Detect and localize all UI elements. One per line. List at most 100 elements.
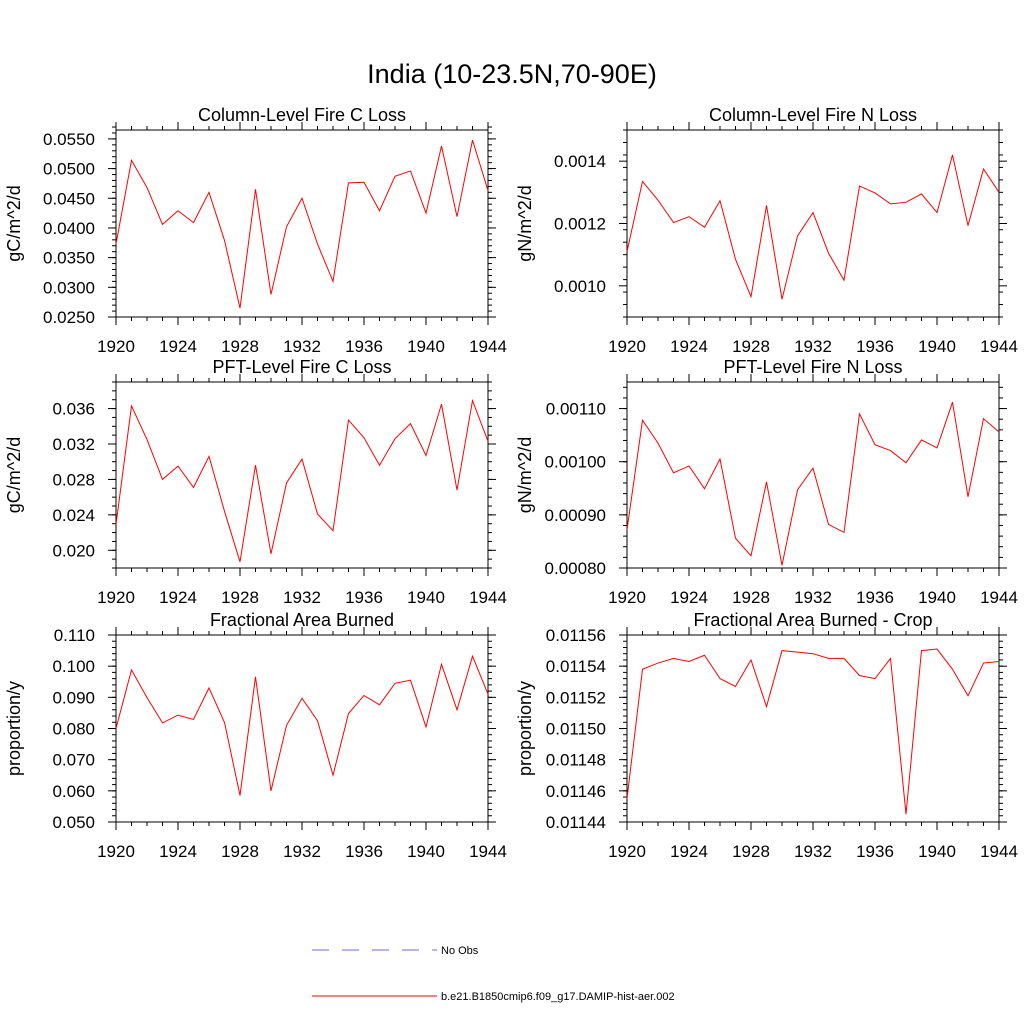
y-tick-label: 0.032 (52, 435, 95, 454)
x-tick-label: 1944 (980, 842, 1018, 861)
x-tick-label: 1936 (856, 588, 894, 607)
y-tick-label: 0.00110 (546, 400, 606, 419)
x-tick-label: 1936 (856, 337, 894, 356)
legend-entry-model-run: b.e21.B1850cmip6.f09_g17.DAMIP-hist-aer.… (312, 991, 675, 1003)
chart-panel-2: Column-Level Fire N Loss gN/m^2/d 1920 1924… (515, 105, 1018, 356)
chart-panels: Column-Level Fire C Loss gC/m^2/d 1920 1924… (4, 105, 1018, 861)
x-tick-label: 1944 (469, 842, 507, 861)
y-tick-label: 0.01144 (546, 813, 606, 832)
y-tick-label: 0.0250 (43, 308, 95, 327)
x-tick-label: 1928 (732, 588, 770, 607)
chart-panel-3: PFT-Level Fire C Loss gC/m^2/d 1920 1924 192… (4, 357, 507, 607)
series-line (115, 139, 489, 309)
y-tick-label: 0.100 (52, 657, 95, 676)
x-tick-label: 1920 (608, 588, 646, 607)
x-tick-label: 1936 (345, 842, 383, 861)
x-tick-label: 1924 (670, 842, 708, 861)
x-tick-label: 1940 (407, 588, 445, 607)
x-tick-label: 1932 (283, 842, 321, 861)
y-axis-label: proportion/y (4, 681, 24, 776)
series-line (626, 402, 1000, 566)
x-tick-label: 1936 (345, 337, 383, 356)
x-tick-label: 1932 (283, 588, 321, 607)
y-tick-label: 0.0400 (43, 219, 95, 238)
legend-label-model-run: b.e21.B1850cmip6.f09_g17.DAMIP-hist-aer.… (441, 991, 675, 1003)
x-tick-label: 1944 (469, 337, 507, 356)
x-tick-label: 1940 (407, 337, 445, 356)
x-tick-label: 1924 (670, 588, 708, 607)
y-axis-label: gC/m^2/d (4, 437, 24, 513)
x-tick-label: 1920 (608, 337, 646, 356)
y-tick-label: 0.0010 (554, 277, 606, 296)
y-axis-label: proportion/y (515, 681, 535, 776)
panel-title: Fractional Area Burned (210, 610, 394, 630)
x-tick-label: 1944 (469, 588, 507, 607)
x-tick-label: 1924 (159, 588, 197, 607)
y-tick-label: 0.01150 (546, 720, 606, 739)
y-tick-label: 0.020 (52, 541, 95, 560)
x-tick-label: 1936 (856, 842, 894, 861)
x-tick-label: 1940 (407, 842, 445, 861)
panel-title: Column-Level Fire C Loss (198, 105, 406, 125)
y-tick-label: 0.0300 (43, 278, 95, 297)
x-tick-label: 1932 (283, 337, 321, 356)
x-tick-label: 1932 (794, 842, 832, 861)
x-tick-label: 1928 (221, 588, 259, 607)
x-tick-label: 1920 (97, 842, 135, 861)
x-tick-label: 1932 (794, 337, 832, 356)
chart-panel-4: PFT-Level Fire N Loss gN/m^2/d 1920 1924 192… (515, 357, 1018, 607)
y-tick-label: 0.0012 (554, 215, 606, 234)
y-tick-label: 0.01148 (546, 751, 606, 770)
series-line (115, 398, 489, 562)
y-tick-label: 0.080 (52, 720, 95, 739)
y-tick-label: 0.01146 (546, 782, 606, 801)
x-tick-label: 1940 (918, 842, 956, 861)
legend-entry-no-obs: No Obs (312, 945, 479, 957)
x-tick-label: 1920 (97, 337, 135, 356)
y-tick-label: 0.01154 (546, 657, 606, 676)
x-tick-label: 1940 (918, 588, 956, 607)
x-tick-label: 1940 (918, 337, 956, 356)
y-tick-label: 0.01156 (546, 626, 606, 645)
y-tick-label: 0.060 (52, 782, 95, 801)
y-axis-label: gN/m^2/d (515, 437, 535, 513)
series-line (626, 648, 1000, 815)
x-tick-label: 1924 (670, 337, 708, 356)
panel-title: PFT-Level Fire N Loss (723, 357, 902, 377)
y-tick-label: 0.050 (52, 813, 95, 832)
y-axis-label: gN/m^2/d (515, 185, 535, 261)
x-tick-label: 1920 (608, 842, 646, 861)
x-tick-label: 1928 (732, 842, 770, 861)
chart-panel-5: Fractional Area Burned proportion/y 1920 19… (4, 610, 507, 861)
x-tick-label: 1944 (980, 588, 1018, 607)
x-tick-label: 1924 (159, 337, 197, 356)
y-tick-label: 0.024 (52, 506, 95, 525)
y-tick-label: 0.036 (52, 400, 95, 419)
y-tick-label: 0.070 (52, 751, 95, 770)
x-tick-label: 1924 (159, 842, 197, 861)
series-line (626, 154, 1000, 300)
panel-title: PFT-Level Fire C Loss (212, 357, 391, 377)
y-tick-label: 0.0450 (43, 189, 95, 208)
y-tick-label: 0.01152 (546, 688, 606, 707)
y-axis-label: gC/m^2/d (4, 185, 24, 261)
x-tick-label: 1920 (97, 588, 135, 607)
y-tick-label: 0.0500 (43, 160, 95, 179)
chart-panel-6: Fractional Area Burned - Crop proportion/… (515, 610, 1018, 861)
panel-title: Fractional Area Burned - Crop (693, 610, 932, 630)
y-tick-label: 0.110 (54, 626, 95, 645)
x-tick-label: 1936 (345, 588, 383, 607)
y-tick-label: 0.00080 (545, 559, 606, 578)
figure-title: India (10-23.5N,70-90E) (367, 59, 657, 89)
y-tick-label: 0.090 (52, 688, 95, 707)
legend-label-no-obs: No Obs (441, 945, 479, 957)
y-tick-label: 0.00090 (545, 506, 606, 525)
y-tick-label: 0.0014 (554, 152, 606, 171)
y-tick-label: 0.0550 (43, 130, 95, 149)
panel-title: Column-Level Fire N Loss (709, 105, 917, 125)
legend: No Obs b.e21.B1850cmip6.f09_g17.DAMIP-hi… (312, 945, 675, 1003)
chart-panel-1: Column-Level Fire C Loss gC/m^2/d 1920 1924… (4, 105, 507, 356)
x-tick-label: 1928 (732, 337, 770, 356)
y-tick-label: 0.028 (52, 470, 95, 489)
